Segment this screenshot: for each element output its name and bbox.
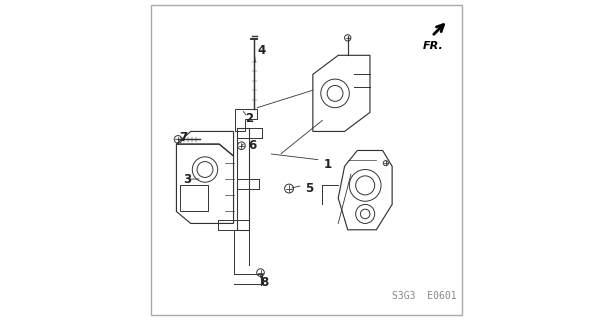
Text: 6: 6 bbox=[248, 139, 256, 152]
Text: FR.: FR. bbox=[422, 41, 443, 51]
Text: 7: 7 bbox=[180, 131, 188, 144]
Text: 1: 1 bbox=[324, 158, 332, 171]
Text: 8: 8 bbox=[261, 276, 268, 289]
Text: S3G3  E0601: S3G3 E0601 bbox=[392, 292, 457, 301]
Text: 3: 3 bbox=[183, 172, 191, 186]
Text: 4: 4 bbox=[257, 44, 265, 57]
Text: 5: 5 bbox=[305, 182, 313, 195]
Text: 2: 2 bbox=[245, 112, 253, 125]
